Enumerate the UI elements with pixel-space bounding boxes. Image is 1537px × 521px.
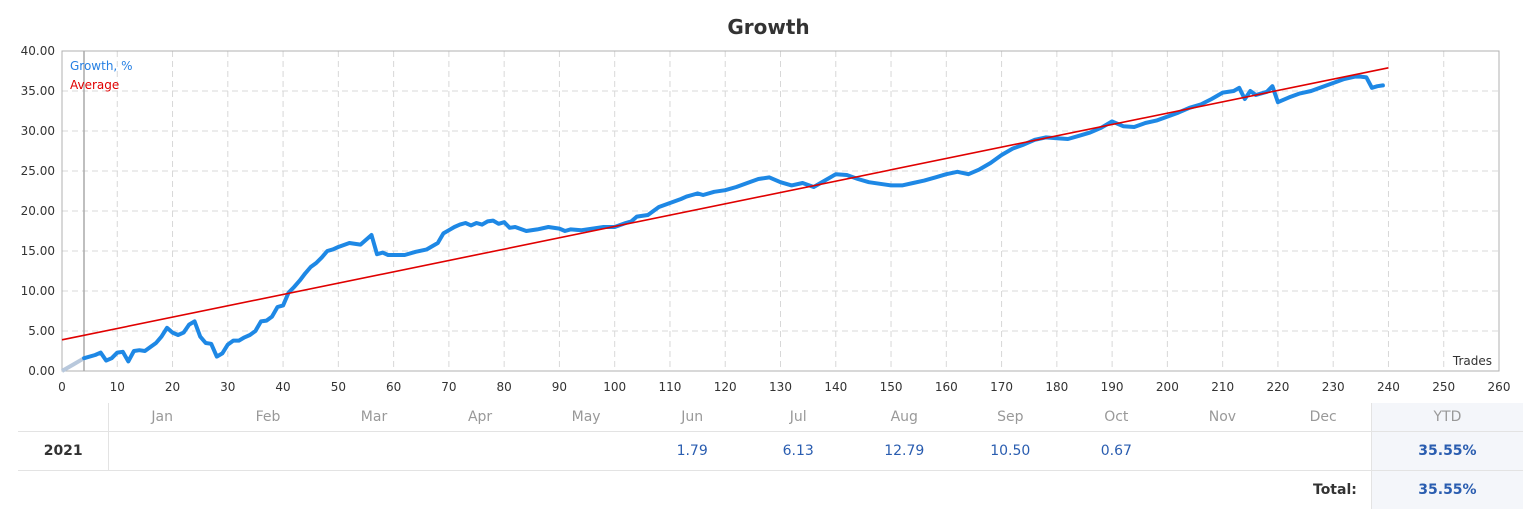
legend-growth: Growth, %: [70, 59, 132, 73]
growth-series-line: [82, 74, 1385, 364]
x-tick-label: 0: [58, 380, 66, 394]
year-row: 2021 1.79 6.13 12.79 10.50 0.67 35.55%: [18, 431, 1523, 471]
x-tick-label: 260: [1488, 380, 1511, 394]
y-tick-label: 0.00: [28, 364, 55, 378]
month-header-apr: Apr: [467, 409, 493, 425]
x-tick-label: 190: [1101, 380, 1124, 394]
y-tick-label: 40.00: [21, 44, 55, 58]
grid-layer: [62, 51, 1499, 371]
x-tick-label: 120: [714, 380, 737, 394]
month-value-jun: 1.79: [639, 431, 746, 471]
y-tick-label: 35.00: [21, 84, 55, 98]
x-tick-label: 80: [497, 380, 512, 394]
ytd-value: 35.55%: [1370, 431, 1523, 471]
total-row: Total: 35.55%: [18, 470, 1523, 509]
x-tick-label: 30: [220, 380, 235, 394]
x-tick-label: 230: [1322, 380, 1345, 394]
x-axis-label: Trades: [1452, 354, 1492, 368]
x-tick-label: 130: [769, 380, 792, 394]
x-tick-label: 220: [1266, 380, 1289, 394]
x-tick-label: 160: [935, 380, 958, 394]
chart-title: Growth: [727, 15, 810, 39]
month-value-apr: [427, 431, 534, 471]
y-tick-label: 30.00: [21, 124, 55, 138]
x-tick-label: 70: [441, 380, 456, 394]
y-tick-label: 25.00: [21, 164, 55, 178]
y-tick-label: 5.00: [28, 324, 55, 338]
year-label: 2021: [18, 431, 109, 471]
x-tick-label: 20: [165, 380, 180, 394]
month-value-sep: 10.50: [957, 431, 1064, 471]
x-tick-label: 100: [603, 380, 626, 394]
month-value-may: [533, 431, 640, 471]
legend-average: Average: [70, 78, 119, 92]
monthly-summary-table: Jan Feb Mar Apr May Jun Jul Aug Sep Oct …: [18, 403, 1523, 509]
x-tick-label: 140: [824, 380, 847, 394]
month-header-nov: Nov: [1208, 409, 1237, 425]
month-value-aug: 12.79: [851, 431, 958, 471]
month-header-jun: Jun: [681, 409, 704, 425]
plot-frame: [61, 50, 1500, 372]
x-tick-label: 110: [659, 380, 682, 394]
month-header-jan: Jan: [108, 403, 215, 432]
x-tick-label: 250: [1432, 380, 1455, 394]
year-header-cell: [18, 403, 109, 432]
ytd-header: YTD: [1370, 403, 1523, 432]
total-label: Total:: [1313, 482, 1357, 498]
month-value-nov: [1169, 431, 1276, 471]
x-tick-label: 60: [386, 380, 401, 394]
x-tick-label: 200: [1156, 380, 1179, 394]
month-value-jan: [108, 431, 215, 471]
x-tick-label: 50: [331, 380, 346, 394]
month-value-dec: [1275, 431, 1372, 471]
x-tick-label: 170: [990, 380, 1013, 394]
x-tick-label: 10: [110, 380, 125, 394]
x-tick-label: 150: [880, 380, 903, 394]
x-tick-label: 90: [552, 380, 567, 394]
series-layer: [61, 67, 1389, 373]
x-tick-label: 40: [275, 380, 290, 394]
month-header-oct: Oct: [1104, 409, 1129, 425]
month-value-jul: 6.13: [745, 431, 852, 471]
month-header-row: Jan Feb Mar Apr May Jun Jul Aug Sep Oct …: [18, 403, 1523, 432]
growth-chart: 0.00 5.00 10.00 15.00 20.00 25.00 30.00 35.00 40…: [21, 44, 1511, 394]
x-tick-label: 240: [1377, 380, 1400, 394]
y-axis-ticks: 0.00 5.00 10.00 15.00 20.00 25.00 30.00 35.00 40…: [21, 44, 55, 378]
month-header-jul: Jul: [789, 409, 807, 425]
month-value-oct: 0.67: [1063, 431, 1170, 471]
y-tick-label: 20.00: [21, 204, 55, 218]
month-header-aug: Aug: [890, 409, 918, 425]
growth-series-initial-line: [61, 356, 86, 373]
month-header-mar: Mar: [360, 409, 388, 425]
month-header-sep: Sep: [997, 409, 1024, 425]
y-tick-label: 10.00: [21, 284, 55, 298]
x-tick-label: 210: [1211, 380, 1234, 394]
y-tick-label: 15.00: [21, 244, 55, 258]
average-series-line: [61, 67, 1389, 341]
x-axis-ticks: 0 10 20 30 40 50 60 70 80 90 100 110 120 130 140 150 160…: [58, 380, 1510, 394]
month-header-dec: Dec: [1309, 409, 1337, 425]
month-header-feb: Feb: [255, 409, 281, 425]
month-header-may: May: [571, 409, 601, 425]
month-value-mar: [320, 431, 428, 471]
month-value-feb: [214, 431, 321, 471]
x-tick-label: 180: [1045, 380, 1068, 394]
total-value: 35.55%: [1370, 470, 1523, 509]
